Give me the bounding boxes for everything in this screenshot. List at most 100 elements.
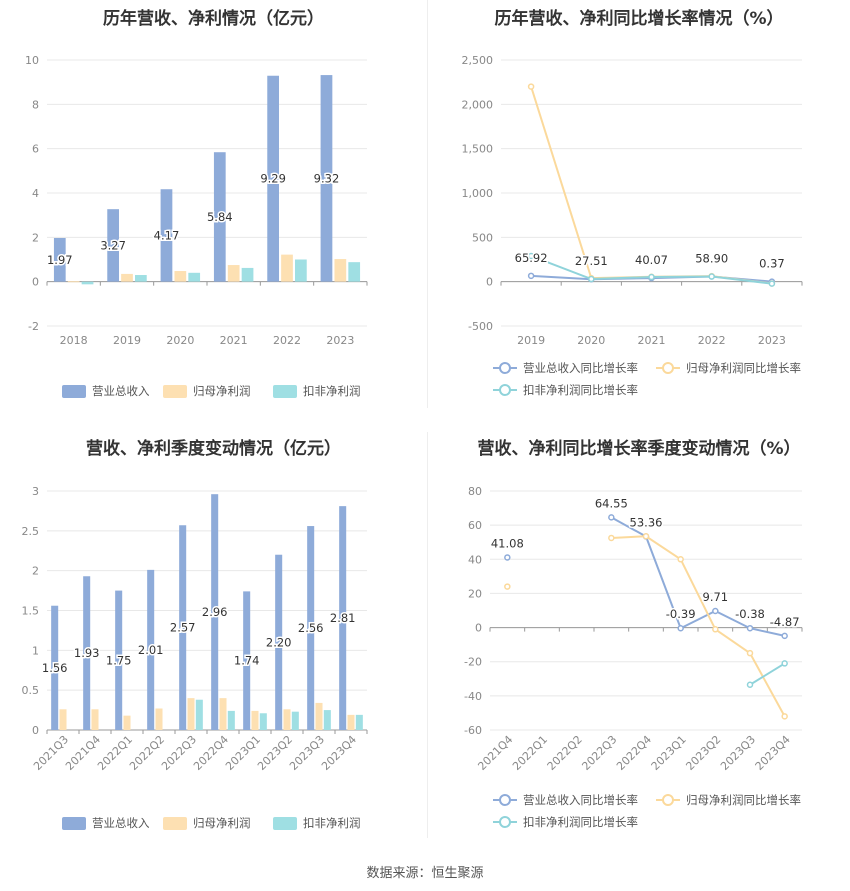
quarterly-growth-chart: 806040200-20-40-602021Q42022Q12022Q22022… xyxy=(464,485,803,829)
y-tick-label: 0 xyxy=(32,724,39,737)
legend-label: 营业总收入 xyxy=(92,816,150,830)
x-tick-label: 2023Q2 xyxy=(683,733,723,773)
x-tick-label: 2022Q2 xyxy=(545,733,585,773)
bar-1 xyxy=(334,259,347,282)
y-tick-label: 10 xyxy=(25,54,39,67)
series-point-1 xyxy=(677,556,684,563)
x-tick-label: 2023Q4 xyxy=(319,733,359,773)
series-point-2 xyxy=(768,280,776,287)
x-tick-label: 2021Q4 xyxy=(475,733,515,773)
annual-growth-panel: 历年营收、净利同比增长率情况（%） 2,500 2,000 1,500 1,000 50… xyxy=(428,0,850,408)
bar-2 xyxy=(323,710,331,730)
bar-0 xyxy=(53,237,66,282)
y-tick-label: 2.5 xyxy=(22,525,40,538)
legend-label: 归母净利润同比增长率 xyxy=(686,361,801,375)
x-tick-label: 2020 xyxy=(166,334,194,347)
bar-0 xyxy=(267,75,279,282)
series-point-1 xyxy=(781,713,788,720)
bar-0 xyxy=(243,591,251,730)
data-label: 9.71 xyxy=(703,590,729,604)
x-tick-label: 2022 xyxy=(698,334,726,347)
series-line-1 xyxy=(611,535,786,717)
data-label: 53.36 xyxy=(630,515,663,529)
x-tick-label: 2023Q1 xyxy=(649,733,689,773)
legend-swatch xyxy=(163,385,187,398)
x-tick-label: 2020 xyxy=(577,334,605,347)
y-tick-label: 1,000 xyxy=(462,187,494,200)
y-tick-label: -60 xyxy=(464,724,482,737)
data-label: 1.93 xyxy=(74,646,100,660)
y-tick-label: 60 xyxy=(468,519,482,532)
legend-marker xyxy=(499,794,511,806)
bar-2 xyxy=(259,713,267,730)
bar-2 xyxy=(295,259,307,282)
bar-0 xyxy=(160,189,173,282)
data-label: 9.32 xyxy=(314,171,340,185)
series-point-1 xyxy=(642,532,650,540)
data-label: 1.56 xyxy=(42,661,68,675)
y-tick-label: 20 xyxy=(468,587,482,600)
data-label: 65.92 xyxy=(515,251,548,265)
series-point-1 xyxy=(746,649,754,657)
series-point-1 xyxy=(712,626,719,633)
x-tick-label: 2022Q1 xyxy=(510,733,550,773)
data-label: 0.37 xyxy=(759,257,785,271)
x-tick-label: 2021 xyxy=(638,334,666,347)
data-label: 2.96 xyxy=(202,605,228,619)
bar-2 xyxy=(355,714,363,730)
bar-0 xyxy=(115,590,123,730)
series-line-2 xyxy=(749,662,786,686)
series-point-2 xyxy=(708,273,715,280)
series-line-0 xyxy=(610,516,785,637)
bar-2 xyxy=(241,267,254,282)
legend-label: 归母净利润同比增长率 xyxy=(686,793,801,807)
bar-0 xyxy=(51,605,59,730)
series-point-0 xyxy=(712,607,719,615)
x-tick-label: 2021 xyxy=(220,334,248,347)
series-point-0 xyxy=(504,554,511,561)
legend-marker xyxy=(662,362,674,374)
data-label: 64.55 xyxy=(595,496,628,510)
y-tick-label: 2 xyxy=(32,231,39,244)
y-tick-label: 1.5 xyxy=(22,605,40,618)
data-label: 2.20 xyxy=(266,635,292,649)
legend-label: 归母净利润 xyxy=(193,816,251,830)
legend-label: 扣非净利润 xyxy=(303,816,361,830)
legend-swatch xyxy=(62,817,86,830)
legend-marker xyxy=(499,384,511,396)
y-tick-label: 6 xyxy=(32,143,39,156)
y-tick-label: 8 xyxy=(32,98,39,111)
data-label: 1.97 xyxy=(47,253,73,267)
bar-1 xyxy=(315,702,323,730)
bar-1 xyxy=(155,708,163,730)
chart-title: 历年营收、净利情况（亿元） xyxy=(103,9,324,29)
bar-1 xyxy=(91,709,99,730)
data-label: 2.56 xyxy=(298,621,324,635)
legend-swatch xyxy=(62,385,86,398)
y-tick-label: 40 xyxy=(468,553,482,566)
bar-2 xyxy=(135,275,147,282)
series-point-0 xyxy=(527,272,535,280)
series-point-0 xyxy=(746,624,754,632)
y-tick-label: 2,000 xyxy=(462,98,494,111)
data-label: 2.57 xyxy=(170,621,196,635)
bar-0 xyxy=(83,576,91,730)
x-tick-label: 2022Q4 xyxy=(614,733,654,773)
y-tick-label: 4 xyxy=(32,187,39,200)
legend-swatch xyxy=(273,385,297,398)
bar-2 xyxy=(291,711,299,730)
vertical-divider-bottom xyxy=(427,432,428,838)
y-tick-label: 0 xyxy=(486,276,493,289)
bar-1 xyxy=(283,709,291,730)
series-point-2 xyxy=(527,252,535,260)
annual-revenue-chart: 10 8 6 4 2 0 -2 2018 2019 2020 2021 2022 2023 1.97 3.2… xyxy=(25,54,368,398)
data-label: 1.74 xyxy=(234,654,260,668)
bar-2 xyxy=(81,281,94,285)
x-tick-label: 2023Q3 xyxy=(718,733,758,773)
legend-label: 归母净利润 xyxy=(193,384,251,398)
x-tick-label: 2019 xyxy=(517,334,545,347)
data-label: -4.87 xyxy=(770,615,800,629)
series-point-1 xyxy=(504,583,511,590)
bar-1 xyxy=(123,715,131,730)
x-tick-label: 2023Q4 xyxy=(753,733,793,773)
